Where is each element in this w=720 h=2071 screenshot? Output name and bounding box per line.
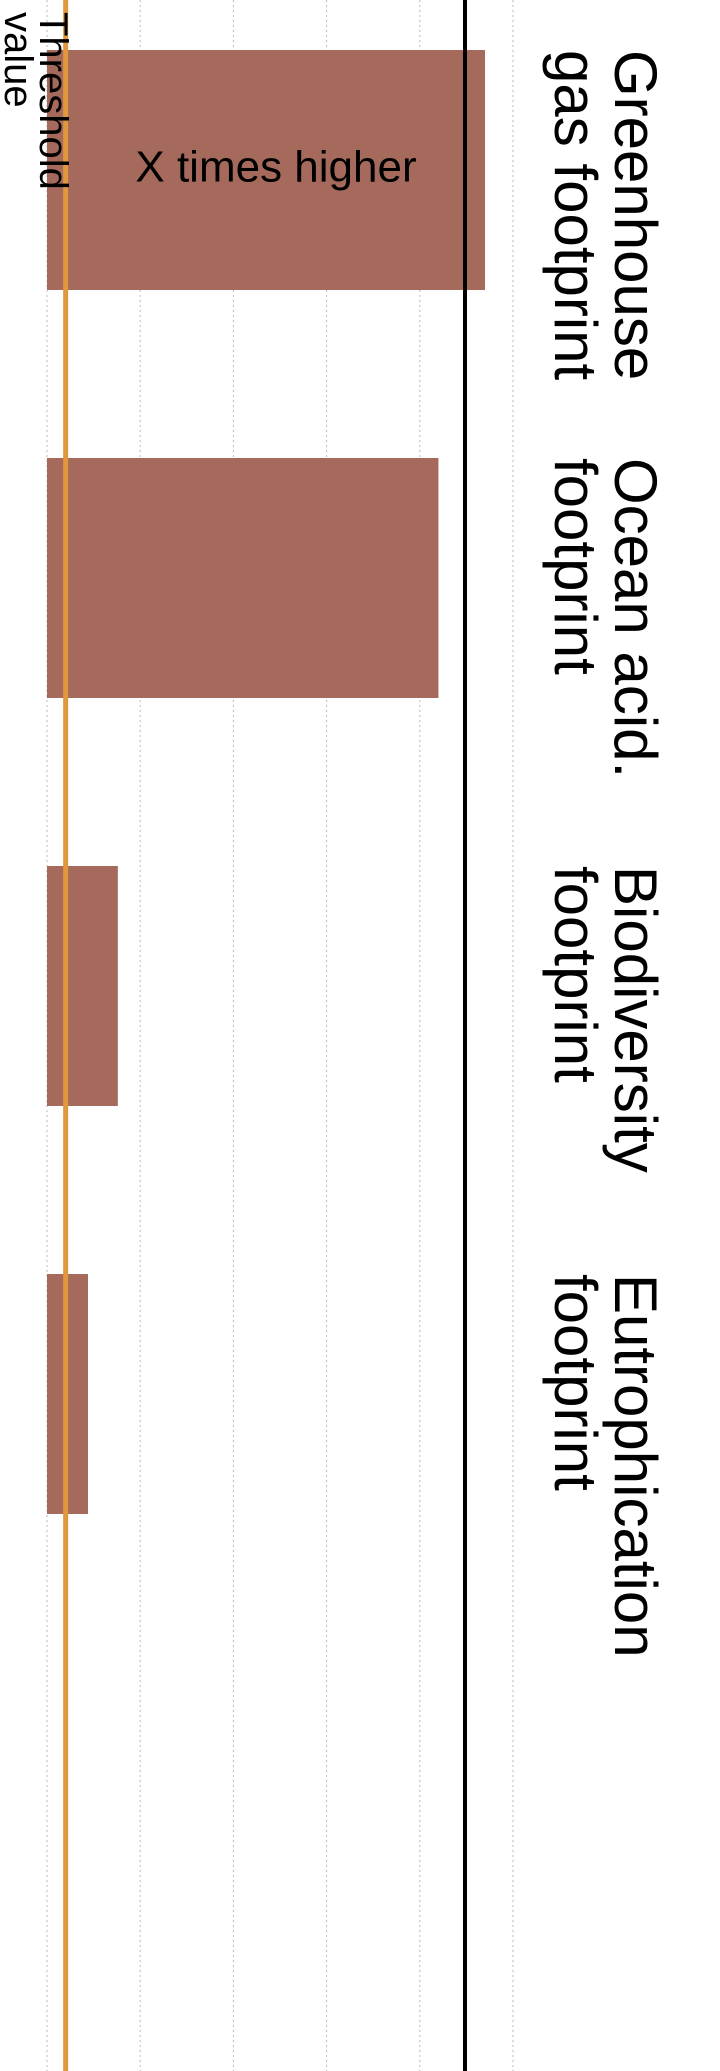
category-label: Biodiversityfootprint (542, 866, 669, 1173)
category-label-line: Ocean acid. (602, 458, 669, 778)
category-label-line: Greenhouse (602, 50, 669, 380)
category-label-line: Biodiversity (602, 866, 669, 1173)
rotated-chart-group: 0 5 10 15 20 25 X times higher Threshold valu… (0, 0, 669, 2071)
tick-label: 0 (35, 0, 47, 5)
bar (46, 866, 118, 1106)
bar (46, 50, 486, 290)
category-label-line: footprint (542, 866, 609, 1083)
category-label-line: Eutrophication (602, 1274, 669, 1658)
tick-label: 5 (128, 0, 140, 5)
threshold-label-line-2: value (0, 12, 40, 108)
tick-labels: 0 5 10 15 20 25 (35, 0, 513, 5)
tick-label: 20 (395, 0, 419, 5)
grid (46, 0, 514, 2071)
threshold-label: Threshold value (0, 12, 75, 201)
bar (47, 458, 439, 698)
category-label-line: footprint (542, 1274, 609, 1491)
category-label-line: footprint (542, 458, 609, 675)
tick-label: 15 (302, 0, 326, 5)
y-axis-label: X times higher (135, 143, 416, 192)
tick-label: 10 (209, 0, 233, 5)
tick-label: 25 (489, 0, 513, 5)
category-label: Greenhousegas footprint (542, 50, 669, 381)
category-label: Eutrophicationfootprint (542, 1274, 669, 1658)
category-label: Ocean acid.footprint (542, 458, 669, 778)
category-label-line: gas footprint (542, 50, 609, 381)
threshold-label-line-1: Threshold (31, 12, 75, 190)
